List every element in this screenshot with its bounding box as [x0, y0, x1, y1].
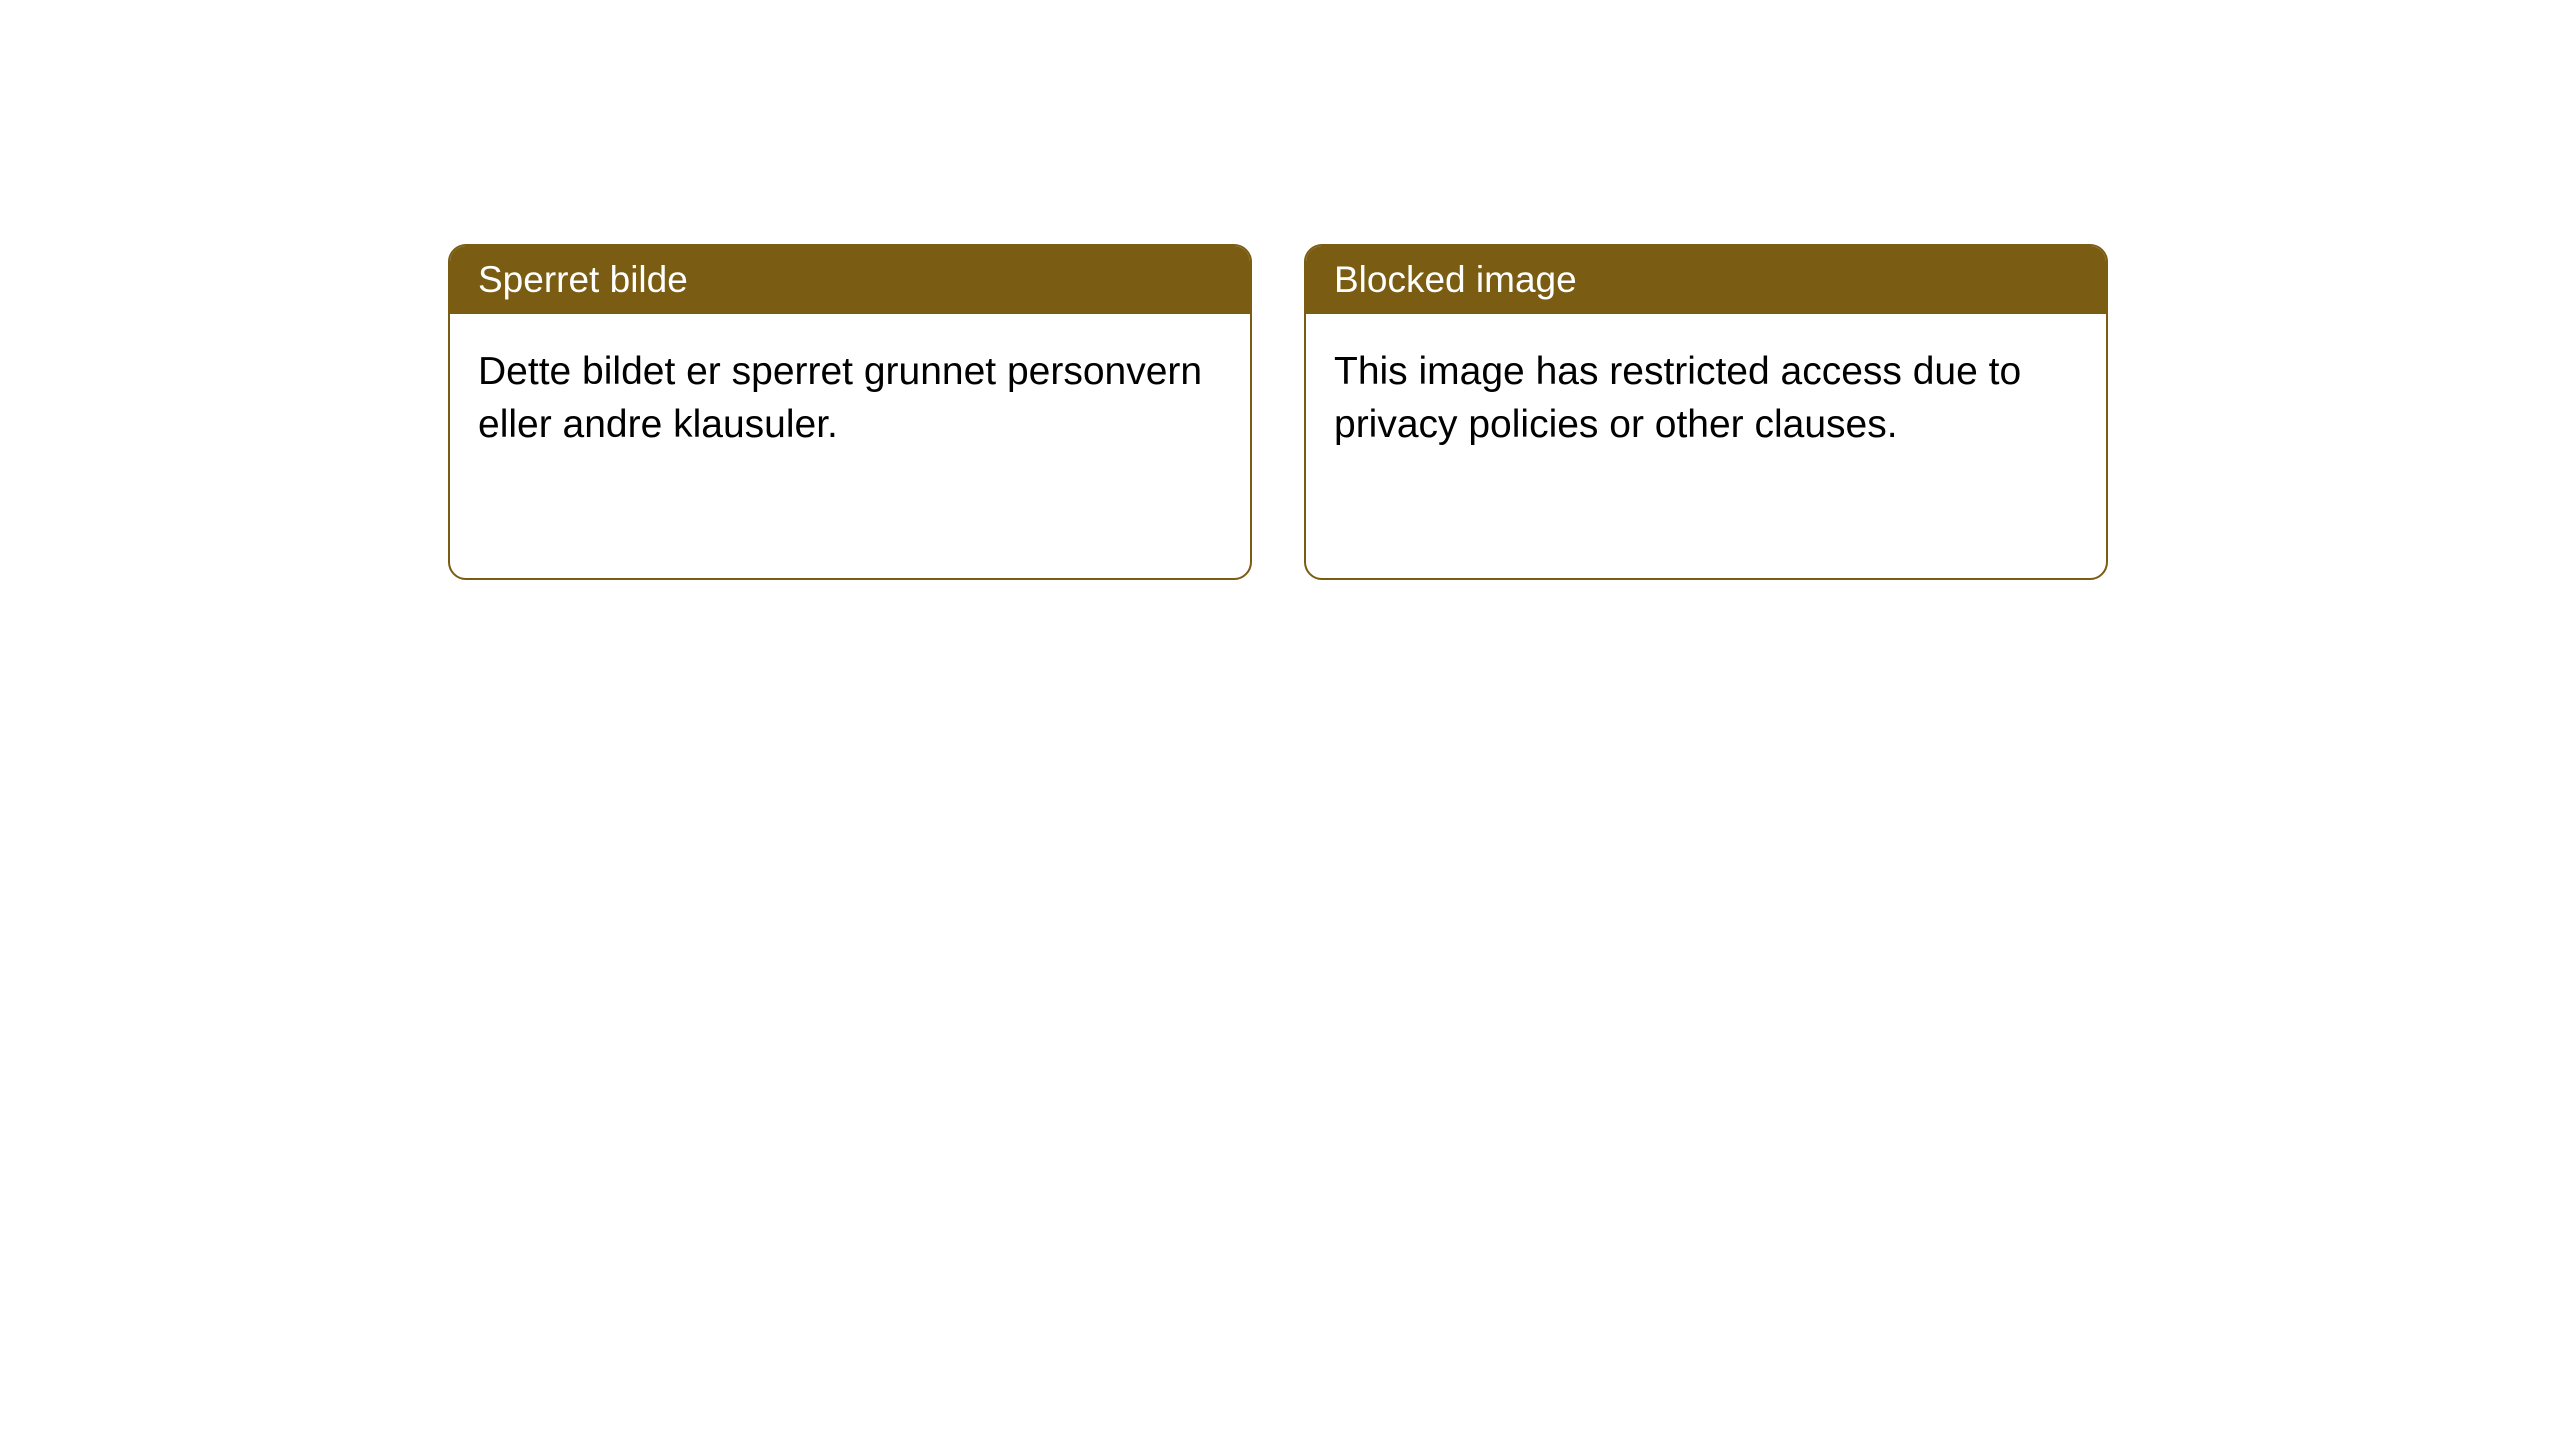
card-header: Blocked image [1306, 246, 2106, 314]
card-header: Sperret bilde [450, 246, 1250, 314]
card-body-text: Dette bildet er sperret grunnet personve… [478, 350, 1202, 446]
notice-cards-container: Sperret bilde Dette bildet er sperret gr… [448, 244, 2108, 580]
card-body: Dette bildet er sperret grunnet personve… [450, 314, 1250, 483]
notice-card-norwegian: Sperret bilde Dette bildet er sperret gr… [448, 244, 1252, 580]
card-title: Blocked image [1334, 259, 1577, 300]
card-body: This image has restricted access due to … [1306, 314, 2106, 483]
notice-card-english: Blocked image This image has restricted … [1304, 244, 2108, 580]
card-body-text: This image has restricted access due to … [1334, 350, 2021, 446]
card-title: Sperret bilde [478, 259, 688, 300]
